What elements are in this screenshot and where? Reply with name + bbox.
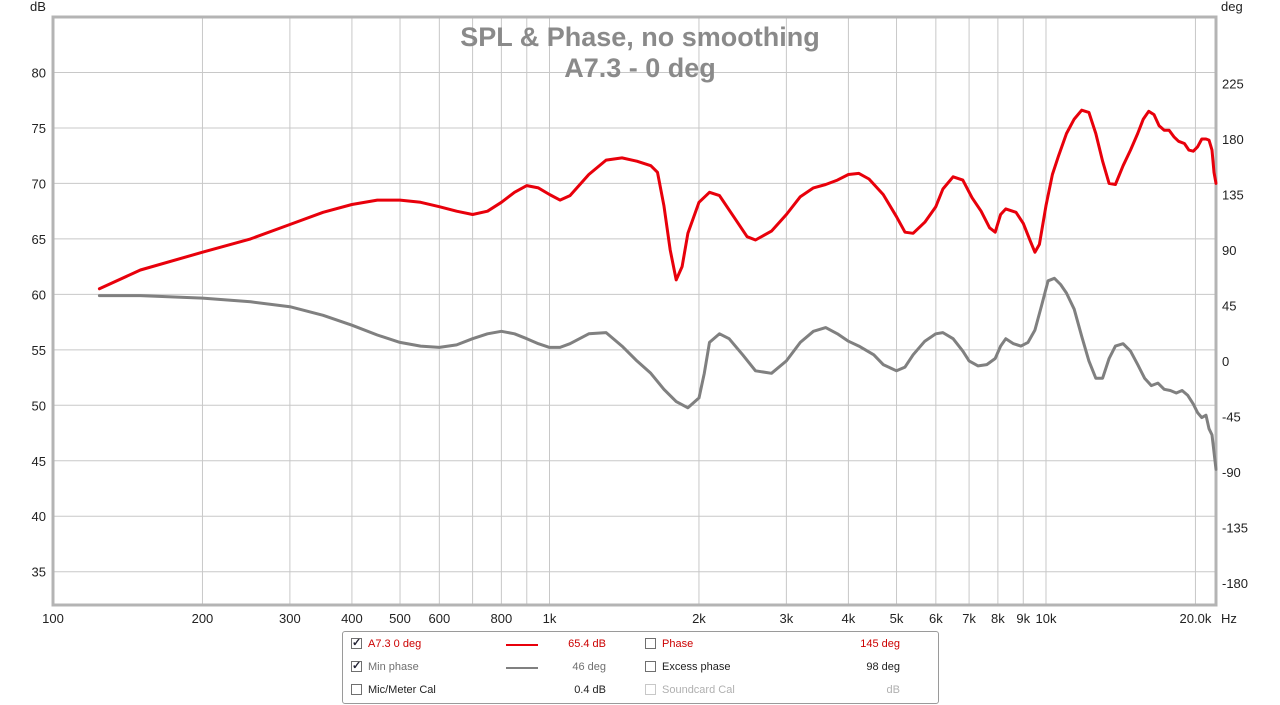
- x-tick-label: 200: [192, 611, 214, 626]
- legend-swatch-spl: [506, 644, 538, 646]
- legend-panel: A7.3 0 deg 65.4 dB Phase 145 deg Min pha…: [342, 631, 939, 704]
- y-left-tick-label: 70: [32, 176, 46, 191]
- x-tick-label: 20.0k: [1180, 611, 1212, 626]
- y-right-tick-label: -90: [1222, 465, 1241, 480]
- legend-row: Mic/Meter Cal 0.4 dB Soundcard Cal dB: [343, 682, 938, 700]
- y-left-tick-labels: 35 40 45 50 55 60 65 70 75 80: [32, 65, 46, 579]
- y-left-tick-label: 60: [32, 287, 46, 302]
- y-right-tick-label: 225: [1222, 77, 1244, 92]
- x-tick-label: 600: [428, 611, 450, 626]
- x-tick-label: 100: [42, 611, 64, 626]
- y-right-tick-label: 135: [1222, 188, 1244, 203]
- legend-value-min-phase: 46 deg: [572, 661, 606, 673]
- legend-value-spl: 65.4 dB: [568, 638, 606, 650]
- x-tick-label: 3k: [780, 611, 794, 626]
- x-tick-label: 8k: [991, 611, 1005, 626]
- min-phase-curve: [97, 276, 1218, 471]
- x-tick-label: 5k: [890, 611, 904, 626]
- x-unit-label: Hz: [1221, 611, 1237, 626]
- legend-value-soundcard-cal: dB: [886, 684, 900, 696]
- y-left-tick-label: 45: [32, 454, 46, 469]
- x-tick-label: 800: [491, 611, 513, 626]
- x-tick-label: 300: [279, 611, 301, 626]
- chart-subtitle: A7.3 - 0 deg: [564, 53, 716, 83]
- series-layer: [97, 108, 1218, 471]
- legend-label-spl: A7.3 0 deg: [368, 638, 422, 650]
- legend-label-excess-phase: Excess phase: [662, 661, 731, 673]
- legend-checkbox-mic-cal[interactable]: [351, 684, 362, 695]
- legend-label-mic-cal: Mic/Meter Cal: [368, 684, 436, 696]
- y-right-tick-label: 0: [1222, 354, 1229, 369]
- legend-value-phase: 145 deg: [860, 638, 900, 650]
- x-tick-labels: 100 200 300 400 500 600 800 1k 2k 3k 4k 5k 6k 7k 8k 9k 1…: [42, 611, 1212, 626]
- legend-checkbox-soundcard-cal[interactable]: [645, 684, 656, 695]
- legend-checkbox-phase[interactable]: [645, 638, 656, 649]
- y-left-tick-label: 75: [32, 121, 46, 136]
- x-gridlines: [52, 17, 1196, 605]
- y-right-tick-label: 45: [1222, 298, 1236, 313]
- y-left-tick-label: 40: [32, 509, 46, 524]
- x-tick-label: 500: [389, 611, 411, 626]
- legend-row: Min phase 46 deg Excess phase 98 deg: [343, 659, 938, 677]
- plot-area: [53, 17, 1216, 605]
- y-left-tick-label: 50: [32, 398, 46, 413]
- y-right-unit-label: deg: [1221, 0, 1243, 14]
- y-gridlines: [53, 71, 1216, 573]
- y-right-tick-label: -135: [1222, 520, 1248, 535]
- x-tick-label: 9k: [1016, 611, 1030, 626]
- x-tick-label: 6k: [929, 611, 943, 626]
- x-tick-label: 2k: [692, 611, 706, 626]
- legend-value-mic-cal: 0.4 dB: [574, 684, 606, 696]
- y-left-tick-label: 65: [32, 232, 46, 247]
- legend-row: A7.3 0 deg 65.4 dB Phase 145 deg: [343, 636, 938, 654]
- x-tick-label: 4k: [842, 611, 856, 626]
- legend-label-phase: Phase: [662, 638, 694, 650]
- y-left-tick-label: 35: [32, 565, 46, 580]
- y-right-tick-labels: -180 -135 -90 -45 0 45 90 135 180 225: [1222, 77, 1248, 591]
- legend-value-excess-phase: 98 deg: [866, 661, 900, 673]
- y-right-tick-label: -45: [1222, 409, 1241, 424]
- y-left-tick-label: 80: [32, 65, 46, 80]
- y-right-tick-label: 180: [1222, 132, 1244, 147]
- legend-checkbox-excess-phase[interactable]: [645, 661, 656, 672]
- legend-checkbox-spl[interactable]: [351, 636, 362, 649]
- y-right-tick-label: -180: [1222, 576, 1248, 591]
- x-tick-label: 7k: [962, 611, 976, 626]
- x-tick-label: 400: [341, 611, 363, 626]
- legend-label-min-phase: Min phase: [368, 661, 419, 673]
- chart-title: SPL & Phase, no smoothing: [460, 22, 820, 52]
- plot-frame: [51, 15, 1218, 607]
- x-tick-label: 10k: [1036, 611, 1057, 626]
- legend-label-soundcard-cal: Soundcard Cal: [662, 684, 735, 696]
- legend-checkbox-min-phase[interactable]: [351, 659, 362, 672]
- x-tick-label: 1k: [543, 611, 557, 626]
- spl-curve: [97, 108, 1218, 291]
- y-right-tick-label: 90: [1222, 243, 1236, 258]
- legend-swatch-min-phase: [506, 667, 538, 669]
- y-left-tick-label: 55: [32, 343, 46, 358]
- y-left-unit-label: dB: [30, 0, 46, 14]
